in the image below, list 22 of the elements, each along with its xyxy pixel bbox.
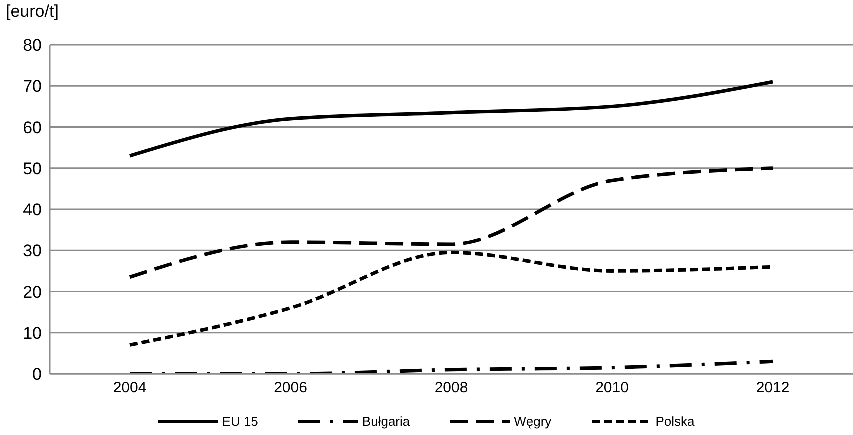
line-series (128, 166, 775, 280)
legend-label: Polska (656, 414, 695, 429)
y-tick-label: 30 (23, 242, 42, 261)
line-series (128, 80, 775, 158)
y-tick-label: 40 (23, 200, 42, 220)
x-tick-label: 2004 (113, 380, 147, 397)
line-series (128, 360, 775, 374)
legend-label: Bułgaria (362, 414, 410, 429)
x-tick-label: 2012 (756, 380, 790, 397)
y-tick-label: 70 (23, 77, 42, 96)
y-tick-label: 50 (23, 159, 42, 178)
y-tick-label: 60 (23, 118, 42, 138)
y-axis-title: [euro/t] (6, 2, 59, 22)
x-tick-label: 2008 (434, 380, 468, 397)
legend-label: EU 15 (222, 414, 258, 429)
y-tick-label: 0 (32, 365, 42, 384)
legend-label: Węgry (514, 414, 552, 429)
y-tick-label: 10 (23, 324, 42, 343)
y-tick-label: 80 (23, 36, 42, 56)
y-tick-label: 20 (23, 282, 42, 302)
x-tick-label: 2006 (274, 380, 308, 397)
x-tick-label: 2010 (596, 380, 629, 397)
